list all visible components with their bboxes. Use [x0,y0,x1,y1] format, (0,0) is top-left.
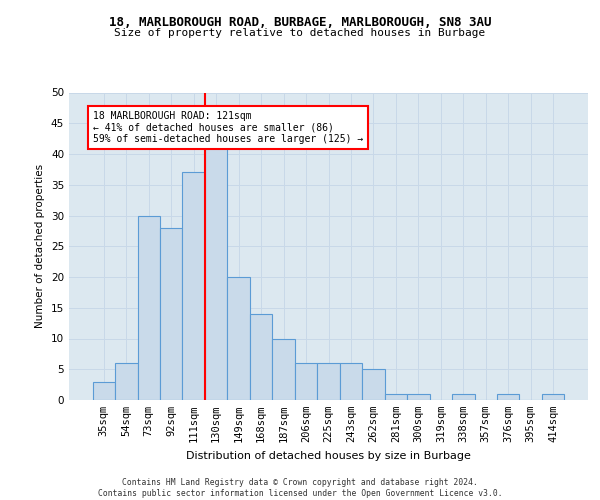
Text: Size of property relative to detached houses in Burbage: Size of property relative to detached ho… [115,28,485,38]
Bar [385,394,407,400]
Text: 18 MARLBOROUGH ROAD: 121sqm
← 41% of detached houses are smaller (86)
59% of sem: 18 MARLBOROUGH ROAD: 121sqm ← 41% of det… [92,111,363,144]
Bar [497,394,520,400]
Bar [317,363,340,400]
Bar [137,216,160,400]
Y-axis label: Number of detached properties: Number of detached properties [35,164,46,328]
Bar [340,363,362,400]
Bar [92,382,115,400]
Bar [115,363,137,400]
Bar [205,136,227,400]
Bar [272,338,295,400]
Bar [160,228,182,400]
Bar [452,394,475,400]
Bar [542,394,565,400]
X-axis label: Distribution of detached houses by size in Burbage: Distribution of detached houses by size … [186,450,471,460]
Bar [250,314,272,400]
Text: 18, MARLBOROUGH ROAD, BURBAGE, MARLBOROUGH, SN8 3AU: 18, MARLBOROUGH ROAD, BURBAGE, MARLBOROU… [109,16,491,29]
Bar [407,394,430,400]
Bar [227,277,250,400]
Bar [362,369,385,400]
Bar [295,363,317,400]
Text: Contains HM Land Registry data © Crown copyright and database right 2024.
Contai: Contains HM Land Registry data © Crown c… [98,478,502,498]
Bar [182,172,205,400]
